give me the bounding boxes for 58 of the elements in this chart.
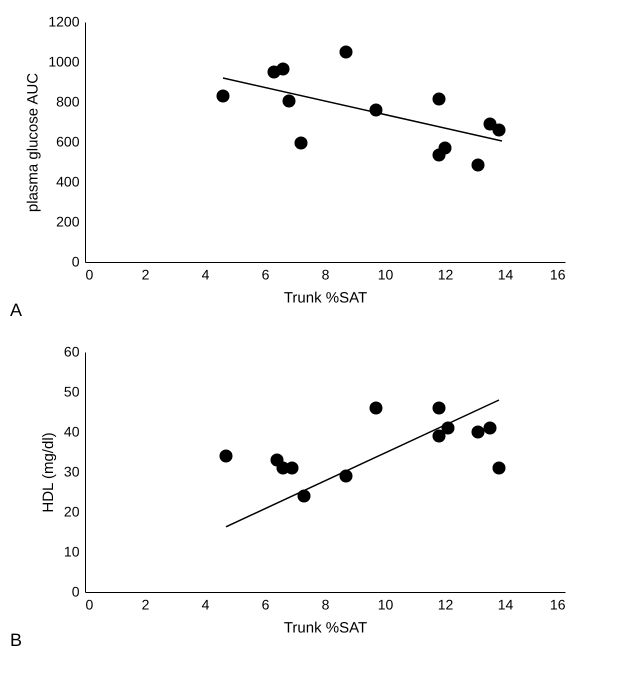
point [276,62,290,76]
point [483,421,497,435]
x-tick-label: 14 [498,266,514,282]
text: B [10,630,22,650]
point [339,469,353,483]
point [492,123,506,137]
point [483,117,497,131]
point [471,425,485,439]
point [492,461,506,475]
y-tick-label: 60 [64,344,80,360]
text: A [10,300,22,320]
x-axis-title: Trunk %SAT [284,290,368,306]
point [438,141,452,155]
y-tick-label: 200 [56,214,80,230]
y-tick-label: 0 [72,254,80,270]
x-tick-label: 8 [322,266,330,282]
point [219,449,233,463]
x-tick-label: 14 [498,596,514,612]
y-tick-label: 30 [64,464,80,480]
x-tick-label: 8 [322,596,330,612]
point [297,489,311,503]
y-axis-title: plasma glucose AUC [24,72,42,212]
x-tick-label: 0 [86,266,94,282]
point [432,401,446,415]
x-tick-label: 12 [438,596,454,612]
y-axis-title: HDL (mg/dl) [40,432,57,513]
x-tick-label: 2 [142,266,150,282]
point [432,429,446,443]
x-tick-label: 0 [86,596,94,612]
y-tick-label: 0 [72,584,80,600]
point [432,92,446,106]
x-axis-title: Trunk %SAT [284,620,368,636]
y-tick-label: 20 [64,504,80,520]
x-tick-label: 6 [262,596,270,612]
x-tick-label: 12 [438,266,454,282]
x-tick-label: 4 [202,596,210,612]
y-tick-label: 400 [56,174,80,190]
point [471,158,485,172]
y-tick-label: 1000 [48,54,80,70]
x-tick-label: 6 [262,266,270,282]
point [369,401,383,415]
y-tick-label: 600 [56,134,80,150]
y-tick-label: 800 [56,94,80,110]
point [339,45,353,59]
y-tick-label: 1200 [48,14,80,30]
y-tick-label: 10 [64,544,80,560]
x-tick-label: 16 [550,596,566,612]
x-tick-label: 4 [202,266,210,282]
point [285,461,299,475]
y-tick-label: 40 [64,424,80,440]
x-tick-label: 16 [550,266,566,282]
x-tick-label: 10 [378,596,394,612]
point [282,94,296,108]
x-tick-label: 10 [378,266,394,282]
y-tick-label: 50 [64,384,80,400]
point [216,89,230,103]
x-tick-label: 2 [142,596,150,612]
point [294,136,308,150]
